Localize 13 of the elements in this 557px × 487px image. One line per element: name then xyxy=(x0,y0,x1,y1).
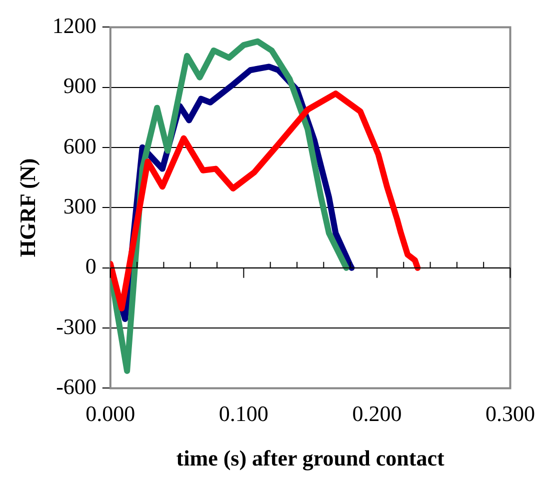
y-tick-label: 300 xyxy=(63,193,96,218)
x-tick-label: 0.100 xyxy=(218,401,268,426)
y-tick-label: -600 xyxy=(56,374,96,399)
x-tick-label: 0.200 xyxy=(352,401,402,426)
x-tick-label: 0.300 xyxy=(486,401,535,426)
x-axis-title: time (s) after ground contact xyxy=(176,445,445,470)
y-axis-title: HGRF (N) xyxy=(14,158,40,258)
y-tick-label: 1200 xyxy=(52,12,96,38)
y-tick-label: 900 xyxy=(63,73,96,98)
y-tick-label: 0 xyxy=(85,254,96,279)
x-tick-label: 0.000 xyxy=(86,401,136,426)
y-tick-label: -300 xyxy=(56,314,96,339)
y-tick-label: 600 xyxy=(63,133,96,158)
